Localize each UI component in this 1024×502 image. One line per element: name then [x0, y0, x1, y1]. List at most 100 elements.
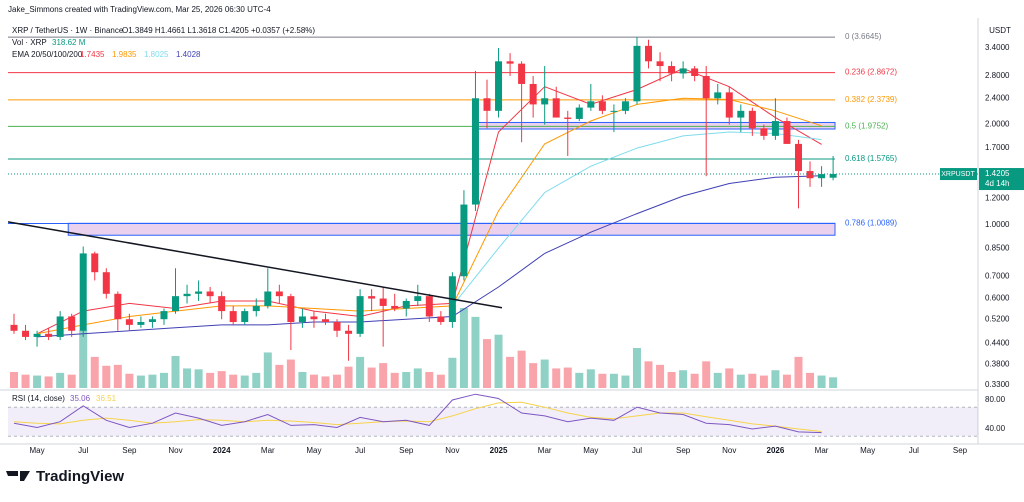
- candle-body: [483, 98, 491, 111]
- x-tick-label: Sep: [399, 446, 414, 455]
- volume-bar: [771, 370, 780, 388]
- candle-body: [287, 296, 295, 323]
- candle-body: [275, 291, 283, 297]
- volume-bar: [9, 372, 18, 388]
- candle-body: [506, 61, 514, 64]
- candle-body: [691, 68, 699, 77]
- volume-bar: [275, 364, 284, 388]
- volume-bar: [448, 357, 457, 388]
- candle-body: [437, 316, 445, 323]
- x-tick-label: Jul: [355, 446, 365, 455]
- volume-bar: [459, 308, 468, 388]
- volume-bar: [563, 367, 572, 388]
- candle-body: [102, 272, 110, 294]
- countdown: 4d 14h: [985, 179, 1009, 188]
- y-tick-label: 0.3300: [985, 380, 1010, 389]
- volume-bar: [667, 372, 676, 388]
- volume-bar: [782, 374, 791, 388]
- volume-bar: [102, 365, 111, 388]
- x-tick-label: 2024: [213, 446, 231, 455]
- plot-area: 0 (3.6645) 0.236 (2.8672) 0.382 (2.3739) 0.…: [7, 32, 897, 388]
- volume-bar: [679, 370, 688, 388]
- y-tick-label: 0.7000: [985, 271, 1010, 280]
- volume-bar: [436, 374, 445, 388]
- volume-bar: [794, 356, 803, 388]
- zone: [474, 121, 836, 130]
- ema-value: 1.8025: [144, 50, 169, 59]
- volume-bar: [333, 374, 342, 388]
- volume-bar: [194, 369, 203, 388]
- volume-bar: [702, 361, 711, 388]
- trendline: [7, 221, 503, 309]
- y-tick-label: 1.0000: [985, 220, 1010, 229]
- volume-bar: [725, 368, 734, 388]
- candle-body: [195, 291, 203, 294]
- volume-bar: [483, 339, 492, 388]
- candle-body: [310, 316, 318, 320]
- ticker-label: XRPUSDT: [941, 171, 975, 178]
- candle-body: [298, 316, 306, 323]
- volume-bar: [390, 372, 399, 388]
- volume-bar: [309, 374, 318, 388]
- rsi-tick-label: 80.00: [985, 395, 1006, 404]
- volume-bar: [148, 374, 157, 388]
- volume-bar: [517, 350, 526, 388]
- candle-body: [391, 305, 399, 309]
- candle-body: [575, 107, 583, 119]
- candle-body: [725, 92, 733, 118]
- candle-body: [125, 319, 133, 325]
- x-tick-label: Nov: [445, 446, 459, 455]
- volume-bar: [598, 373, 607, 388]
- volume-bar: [379, 363, 388, 388]
- y-tick-label: 0.3800: [985, 360, 1010, 369]
- candle-body: [645, 45, 653, 62]
- volume-bar: [321, 376, 330, 388]
- x-tick-label: Mar: [261, 446, 275, 455]
- volume-bar: [367, 367, 376, 388]
- volume-bar: [44, 376, 53, 388]
- candle-body: [587, 101, 595, 108]
- volume-bar: [713, 372, 722, 388]
- candle-body: [610, 110, 618, 112]
- candle-body: [229, 311, 237, 323]
- ema-value: 1.7435: [80, 50, 105, 59]
- candle-body: [402, 300, 410, 309]
- volume-bar: [829, 377, 838, 388]
- x-tick-label: Sep: [953, 446, 968, 455]
- rsi-tick-label: 40.00: [985, 424, 1006, 433]
- candle-body: [794, 143, 802, 172]
- candle-body: [68, 316, 76, 331]
- ticker-tag: [940, 168, 977, 181]
- symbol: XRP / TetherUS · 1W · Binance: [12, 26, 124, 35]
- candle-body: [621, 101, 629, 111]
- volume-bar: [344, 366, 353, 388]
- y-tick-label: 0.6000: [985, 294, 1010, 303]
- x-tick-label: May: [860, 446, 875, 455]
- x-tick-label: Jul: [632, 446, 642, 455]
- fib-label: 0.786 (1.0089): [845, 219, 897, 228]
- candle-body: [633, 45, 641, 102]
- rsi-value: 35.06: [70, 394, 91, 403]
- candle-body: [264, 291, 272, 306]
- volume-bar: [298, 372, 307, 388]
- x-tick-label: May: [583, 446, 598, 455]
- y-tick-label: 0.8500: [985, 243, 1010, 252]
- candle-body: [541, 98, 549, 105]
- volume-bar: [586, 369, 595, 388]
- logo-text: TradingView: [36, 468, 124, 485]
- candle-body: [241, 311, 249, 323]
- y-tick-label: 2.8000: [985, 71, 1010, 80]
- candle-body: [702, 76, 710, 99]
- ema-value: 1.4028: [176, 50, 201, 59]
- volume-bar: [217, 371, 226, 388]
- volume-bar: [171, 356, 180, 388]
- rsi-label: RSI (14, close): [12, 394, 65, 403]
- fib-label: 0.618 (1.5765): [845, 154, 897, 163]
- volume-bar: [609, 373, 618, 388]
- volume-bar: [183, 368, 192, 388]
- candle-body: [598, 101, 606, 111]
- x-tick-label: May: [306, 446, 321, 455]
- candle-body: [33, 333, 41, 337]
- volume-bar: [817, 375, 826, 388]
